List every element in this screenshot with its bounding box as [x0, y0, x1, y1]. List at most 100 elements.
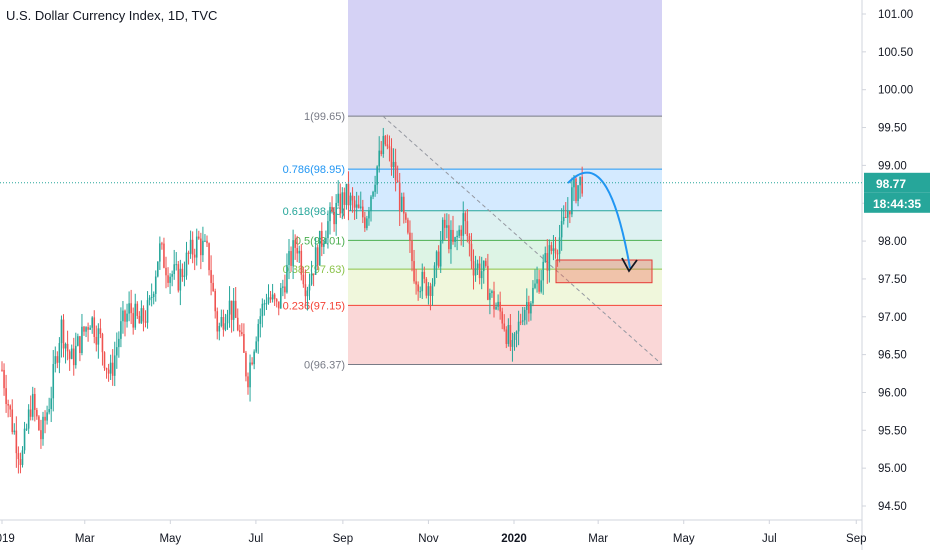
candle-body [321, 230, 323, 247]
candle-body [239, 330, 241, 333]
candle-body [575, 178, 577, 202]
candle-body [66, 343, 69, 352]
candle-body [567, 211, 569, 218]
candle-body [232, 300, 235, 320]
candle-body [398, 182, 401, 212]
candle-body [374, 184, 376, 192]
candle-body [77, 336, 79, 346]
y-tick-label: 96.00 [878, 387, 907, 399]
candle-body [480, 271, 483, 279]
candle-body [458, 229, 460, 236]
candle-body [476, 263, 479, 269]
candle-body [81, 326, 83, 354]
candle-body [349, 195, 352, 206]
candle-body [468, 236, 471, 244]
candle-body [144, 321, 147, 323]
candle-body [364, 217, 366, 229]
candle-body [273, 294, 276, 300]
candle-body [34, 393, 36, 410]
candle-body [50, 398, 52, 410]
candle-body [474, 268, 477, 276]
candle-body [159, 243, 161, 262]
candle-body [435, 251, 438, 266]
candle-body [294, 240, 296, 248]
candle-body [175, 264, 178, 266]
candle-body [304, 284, 307, 297]
candle-body [413, 261, 415, 282]
candle-body [421, 271, 424, 292]
candle-body [548, 245, 551, 271]
candle-body [208, 243, 210, 271]
candle-body [302, 274, 305, 285]
candle-body [372, 191, 374, 197]
candle-body [316, 247, 319, 266]
candle-body [247, 376, 249, 388]
candle-body [403, 196, 405, 214]
candle-body [210, 270, 212, 283]
fib-level-label: 0.236(97.15) [283, 300, 345, 312]
candle-body [390, 148, 393, 168]
candle-body [271, 294, 274, 300]
candle-body [581, 176, 583, 194]
candle-body [3, 370, 5, 389]
candle-body [517, 321, 520, 332]
candle-body [394, 161, 397, 181]
candle-body [134, 303, 137, 328]
candle-body [577, 185, 579, 202]
candle-body [556, 253, 559, 255]
candle-body [259, 316, 262, 324]
candle-body [470, 243, 473, 262]
candle-body [491, 291, 493, 294]
candle-body [31, 393, 34, 417]
x-tick-label: Nov [418, 533, 439, 545]
y-tick-label: 95.50 [878, 425, 907, 437]
candle-body [409, 232, 411, 241]
candle-body [140, 308, 143, 324]
candle-body [415, 281, 417, 285]
candle-body [546, 253, 549, 271]
candle-body [111, 362, 114, 376]
candle-body [19, 459, 22, 465]
candle-body [181, 268, 184, 277]
projection-arrow-head [621, 257, 638, 273]
fib-trendline [382, 115, 663, 365]
candle-body [261, 303, 264, 317]
candle-body [165, 267, 167, 276]
x-tick-label: Sep [333, 533, 353, 545]
candle-body [366, 218, 368, 229]
candle-body [552, 248, 555, 251]
candle-body [269, 297, 272, 300]
candle-body [499, 301, 501, 312]
candle-body [124, 310, 126, 322]
candle-body [505, 329, 508, 344]
candle-body [405, 213, 407, 220]
candle-body [310, 273, 313, 285]
candle-body [337, 193, 339, 203]
candle-body [251, 362, 253, 365]
candle-body [464, 213, 467, 222]
projection-arrow-curve [567, 171, 631, 269]
candle-body [562, 216, 565, 222]
candle-body [263, 303, 266, 305]
candle-body [331, 206, 333, 212]
candle-body [501, 311, 503, 324]
candle-body [560, 221, 563, 238]
candle-body [79, 336, 81, 354]
candle-body [179, 268, 182, 291]
candle-body [230, 300, 233, 320]
candle-body [452, 229, 454, 242]
candle-body [64, 343, 67, 349]
candle-body [11, 409, 14, 433]
candle-body [109, 362, 112, 374]
candle-body [306, 290, 309, 297]
fib-level-label: 0.786(98.95) [283, 164, 345, 176]
candle-body [267, 297, 270, 304]
candle-body [122, 310, 124, 322]
candle-body [521, 320, 524, 322]
candle-body [292, 240, 294, 266]
candle-body [487, 265, 489, 300]
candle-body [446, 225, 448, 228]
candle-body [298, 250, 301, 254]
